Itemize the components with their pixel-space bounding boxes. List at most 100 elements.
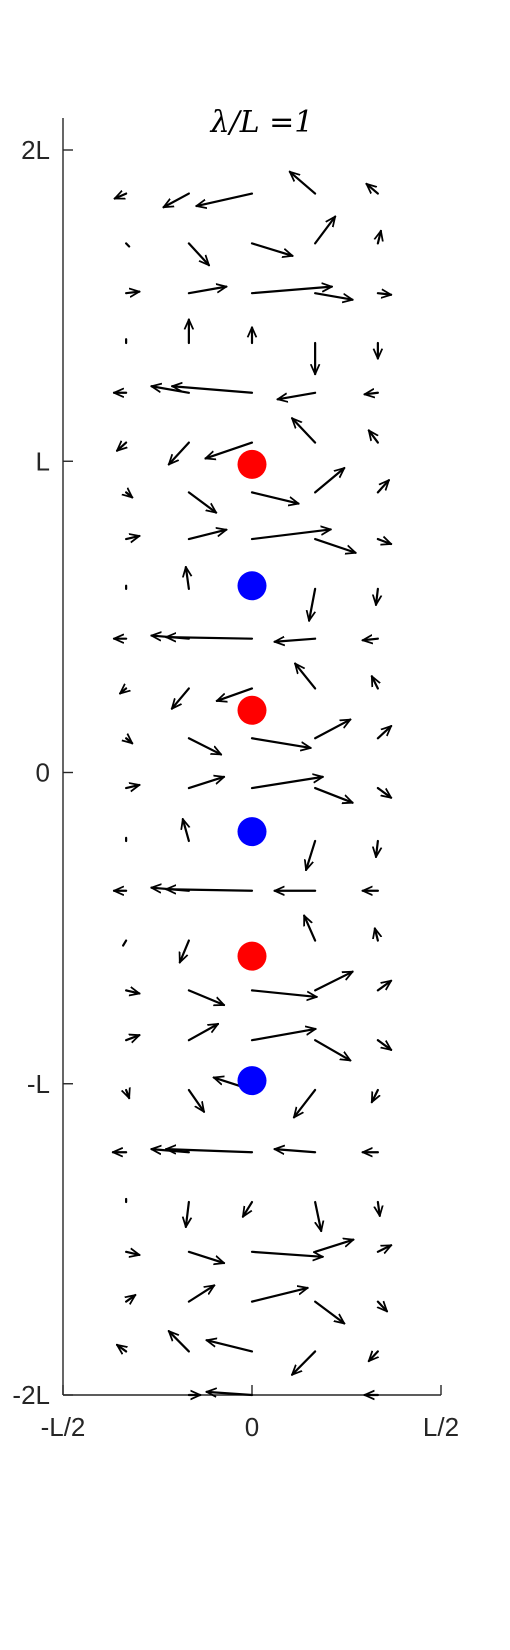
field-arrow <box>314 970 352 992</box>
field-arrow <box>309 587 317 621</box>
y-tick-label: 2L <box>21 135 50 165</box>
field-arrow <box>314 718 350 740</box>
field-arrow <box>187 1285 214 1303</box>
y-tick-label: 0 <box>36 758 50 788</box>
y-tick-label: -L <box>27 1069 50 1099</box>
chart-title: λ/L =1 <box>210 105 314 140</box>
field-arrow <box>186 1200 189 1227</box>
field-arrow <box>295 664 317 690</box>
field-arrow <box>117 443 126 451</box>
field-arrow <box>164 192 190 209</box>
field-arrow <box>187 491 216 512</box>
field-arrow <box>314 468 344 494</box>
field-arrow <box>126 492 132 497</box>
field-arrow <box>117 1345 126 1352</box>
field-arrow <box>125 990 139 993</box>
field-arrow <box>172 386 254 394</box>
field-arrow <box>196 192 254 206</box>
negative-charge <box>237 1066 267 1096</box>
x-tick-label: 0 <box>245 1412 259 1442</box>
field-arrow <box>120 688 126 693</box>
field-arrow <box>314 1240 353 1253</box>
field-arrow <box>278 391 317 400</box>
field-arrow <box>250 242 292 255</box>
y-tick-label: L <box>36 446 50 476</box>
field-arrow <box>275 1149 317 1152</box>
x-tick-label: -L/2 <box>41 1412 86 1442</box>
field-arrow <box>115 194 128 200</box>
charges <box>237 449 267 1096</box>
field-arrow <box>187 777 224 790</box>
field-arrow <box>294 1088 317 1117</box>
negative-charge <box>237 817 267 847</box>
field-arrow <box>376 839 378 857</box>
field-arrow <box>126 738 132 743</box>
field-arrow <box>306 839 317 870</box>
field-arrow <box>187 242 209 265</box>
x-tick-label: L/2 <box>423 1412 459 1442</box>
positive-charge <box>237 449 267 479</box>
field-arrow <box>314 292 352 300</box>
field-arrow <box>378 1300 387 1312</box>
field-arrow <box>207 1340 254 1353</box>
field-arrow <box>375 928 378 942</box>
field-arrow <box>187 287 226 295</box>
field-arrow <box>125 1252 139 1255</box>
field-arrow <box>126 1090 129 1098</box>
field-arrow <box>187 1250 224 1263</box>
field-arrow <box>370 676 378 690</box>
field-arrow <box>125 536 139 539</box>
field-arrow <box>122 939 128 947</box>
field-arrow <box>126 1295 135 1302</box>
field-arrow <box>187 989 224 1005</box>
field-arrow <box>217 687 254 700</box>
field-arrow <box>206 441 254 459</box>
field-arrow <box>376 293 391 295</box>
field-arrow <box>243 1200 254 1217</box>
field-arrow <box>292 418 317 444</box>
field-arrow <box>125 242 131 248</box>
field-arrow <box>186 567 189 590</box>
field-arrow <box>314 217 335 245</box>
field-arrow <box>365 393 379 395</box>
field-arrow <box>187 530 226 541</box>
positive-charge <box>237 695 267 725</box>
field-arrow <box>250 1029 316 1042</box>
x-ticks: -L/2 0 L/2 <box>41 1385 459 1442</box>
field-arrow <box>314 786 352 803</box>
field-arrow <box>250 737 311 748</box>
field-arrow <box>125 292 139 294</box>
field-arrow <box>376 786 391 798</box>
field-arrow <box>376 1039 391 1050</box>
field-arrow <box>376 587 378 605</box>
field-arrow <box>250 1288 308 1303</box>
field-arrow <box>169 441 190 465</box>
positive-charge <box>237 941 267 971</box>
field-arrow <box>250 491 298 503</box>
field-arrow <box>250 1250 323 1257</box>
field-arrow <box>376 1244 391 1252</box>
field-arrow <box>125 785 139 788</box>
field-arrow <box>180 939 190 963</box>
field-arrow <box>290 172 317 195</box>
field-arrow <box>166 637 254 639</box>
field-arrow <box>183 819 189 843</box>
field-arrow <box>314 1300 344 1324</box>
field-arrow <box>250 287 332 295</box>
field-arrow <box>376 981 391 992</box>
field-arrow <box>370 1088 378 1102</box>
field-arrow <box>367 184 379 195</box>
field-arrow <box>166 889 254 891</box>
field-arrow <box>378 231 381 245</box>
field-arrow <box>314 1039 350 1062</box>
field-arrow <box>187 1088 204 1112</box>
field-arrow <box>187 1022 218 1042</box>
field-arrow <box>151 386 190 394</box>
field-arrow <box>125 1035 139 1040</box>
field-arrow <box>376 480 389 494</box>
field-arrow <box>369 430 379 444</box>
field-arrow <box>314 1200 321 1231</box>
field-arrow <box>207 1392 254 1395</box>
field-arrow <box>292 1350 317 1374</box>
